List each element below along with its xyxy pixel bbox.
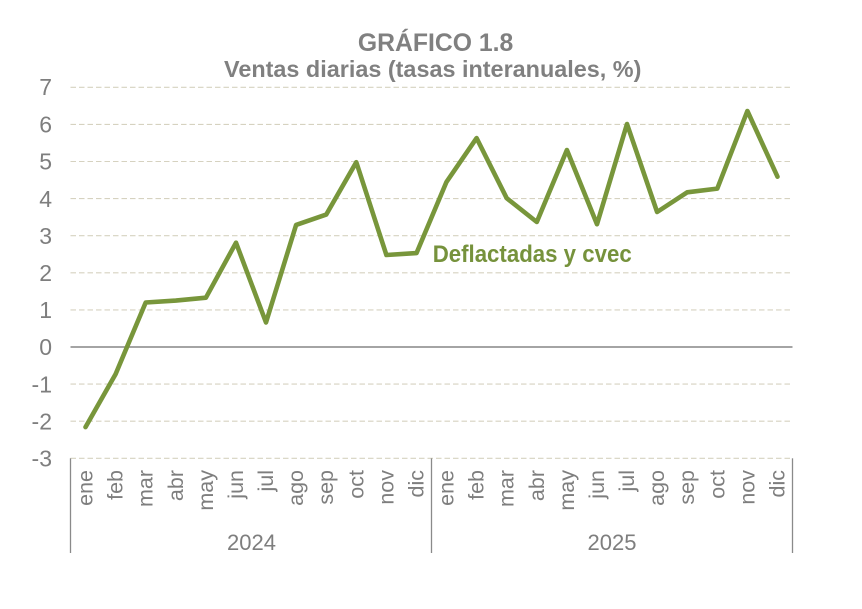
- svg-text:-1: -1: [32, 371, 52, 397]
- svg-text:3: 3: [39, 223, 52, 249]
- svg-text:4: 4: [39, 186, 52, 212]
- svg-text:2: 2: [39, 260, 52, 286]
- svg-text:GRÁFICO 1.8: GRÁFICO 1.8: [358, 28, 513, 57]
- svg-text:nov: nov: [374, 470, 398, 505]
- svg-text:may: may: [194, 470, 218, 511]
- svg-text:-2: -2: [32, 408, 52, 434]
- svg-text:abr: abr: [164, 470, 188, 501]
- svg-text:1: 1: [39, 297, 52, 323]
- svg-text:dic: dic: [405, 470, 429, 498]
- svg-text:jul: jul: [615, 470, 639, 493]
- svg-text:nov: nov: [735, 470, 759, 505]
- svg-text:ene: ene: [435, 470, 459, 506]
- svg-text:sep: sep: [314, 470, 338, 505]
- svg-text:0: 0: [39, 334, 52, 360]
- svg-text:5: 5: [39, 149, 52, 175]
- svg-text:ago: ago: [645, 470, 669, 506]
- svg-text:ago: ago: [284, 470, 308, 506]
- svg-text:jun: jun: [224, 470, 248, 500]
- svg-text:-3: -3: [32, 446, 52, 472]
- svg-text:oct: oct: [705, 470, 729, 499]
- svg-text:dic: dic: [766, 470, 790, 498]
- svg-text:sep: sep: [675, 470, 699, 505]
- svg-text:may: may: [555, 470, 579, 511]
- svg-text:jul: jul: [254, 470, 278, 493]
- svg-text:ene: ene: [74, 470, 98, 506]
- svg-text:jun: jun: [585, 470, 609, 500]
- svg-text:6: 6: [39, 112, 52, 138]
- svg-text:Deflactadas y cvec: Deflactadas y cvec: [433, 241, 632, 268]
- svg-text:2024: 2024: [227, 530, 276, 555]
- svg-text:feb: feb: [104, 470, 128, 500]
- svg-text:mar: mar: [495, 470, 519, 507]
- svg-text:abr: abr: [525, 470, 549, 501]
- svg-text:Ventas diarias (tasas interanu: Ventas diarias (tasas interanuales, %): [224, 56, 641, 82]
- svg-text:oct: oct: [344, 470, 368, 499]
- svg-text:feb: feb: [465, 470, 489, 500]
- svg-text:7: 7: [39, 74, 52, 100]
- svg-text:2025: 2025: [588, 530, 637, 555]
- svg-text:mar: mar: [134, 470, 158, 507]
